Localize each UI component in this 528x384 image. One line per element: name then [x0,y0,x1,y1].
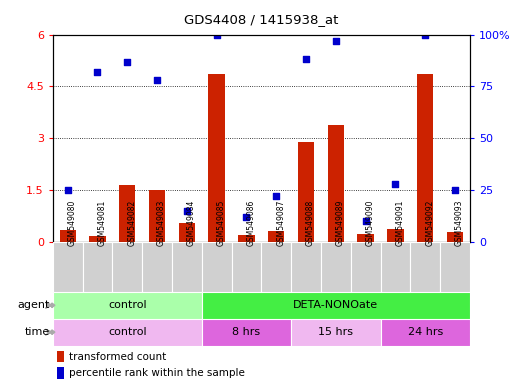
Bar [238,235,254,242]
Bar [321,242,351,292]
Bar [57,367,64,379]
Text: time: time [25,327,50,337]
Bar [53,292,202,319]
Text: GSM549082: GSM549082 [127,200,136,246]
Text: GSM549087: GSM549087 [276,200,285,246]
Bar [57,351,64,362]
Bar [202,319,291,346]
Bar [291,242,321,292]
Text: percentile rank within the sample: percentile rank within the sample [69,368,244,378]
Text: GSM549093: GSM549093 [455,199,464,246]
Bar [357,234,374,242]
Text: GDS4408 / 1415938_at: GDS4408 / 1415938_at [184,13,338,26]
Bar [178,223,195,242]
Point [272,193,280,199]
Point [153,77,162,83]
Bar [440,242,470,292]
Bar [82,242,112,292]
Text: GSM549092: GSM549092 [425,200,434,246]
Text: agent: agent [18,300,50,310]
Point [451,187,459,193]
Text: GSM549089: GSM549089 [336,200,345,246]
Bar [417,74,433,242]
Bar [89,236,106,242]
Bar [351,242,381,292]
Point [421,31,429,38]
Text: GSM549084: GSM549084 [187,200,196,246]
Text: GSM549085: GSM549085 [216,200,225,246]
Bar [60,230,76,242]
Text: GSM549080: GSM549080 [68,200,77,246]
Bar [328,125,344,242]
Bar [53,242,82,292]
Bar [298,142,314,242]
Point [332,38,340,44]
Bar [112,242,142,292]
Text: control: control [108,327,147,337]
Bar [142,242,172,292]
Bar [119,185,136,242]
Text: GSM549081: GSM549081 [98,200,107,246]
Bar [53,319,202,346]
Bar [232,242,261,292]
Bar [149,190,165,242]
Text: control: control [108,300,147,310]
Text: GSM549086: GSM549086 [247,200,256,246]
Point [302,56,310,63]
Bar [291,319,381,346]
Bar [381,242,410,292]
Bar [202,242,232,292]
Text: GSM549083: GSM549083 [157,200,166,246]
Text: GSM549090: GSM549090 [365,199,375,246]
Point [183,208,191,214]
Point [93,69,102,75]
Point [242,214,251,220]
Bar [268,231,285,242]
Text: DETA-NONOate: DETA-NONOate [293,300,379,310]
Bar [202,292,470,319]
Text: transformed count: transformed count [69,352,166,362]
Bar [209,74,225,242]
Bar [387,229,403,242]
Point [123,58,131,65]
Bar [172,242,202,292]
Point [361,218,370,224]
Bar [261,242,291,292]
Text: 24 hrs: 24 hrs [408,327,443,337]
Text: GSM549088: GSM549088 [306,200,315,246]
Point [63,187,72,193]
Bar [381,319,470,346]
Text: GSM549091: GSM549091 [395,200,404,246]
Bar [447,232,463,242]
Text: 8 hrs: 8 hrs [232,327,260,337]
Text: 15 hrs: 15 hrs [318,327,353,337]
Point [212,31,221,38]
Bar [410,242,440,292]
Point [391,181,400,187]
